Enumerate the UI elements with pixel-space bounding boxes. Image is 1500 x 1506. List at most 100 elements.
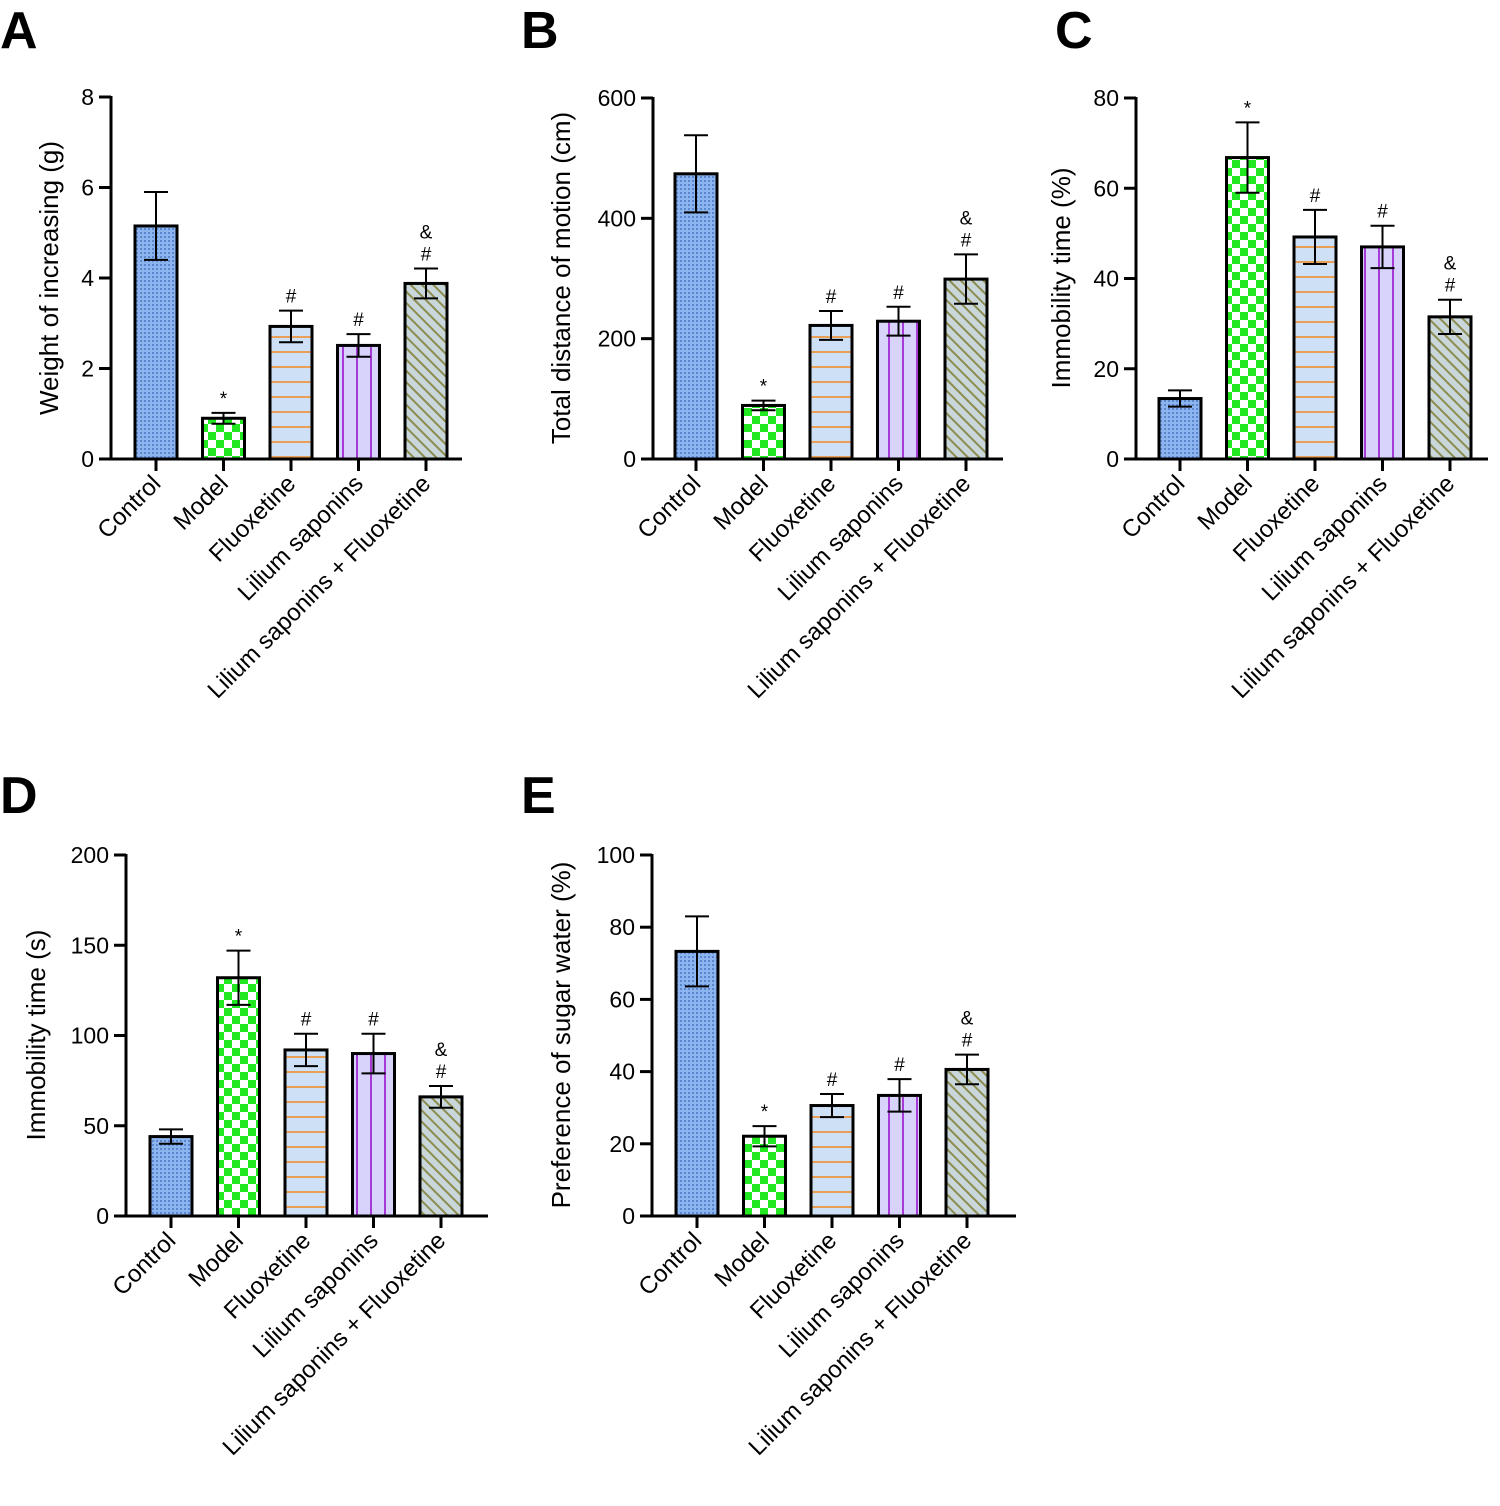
significance-marker-a-2: * [220, 389, 228, 410]
significance-marker-d-3: # [301, 1010, 312, 1031]
error-bar-e-2 [752, 1125, 777, 1148]
significance-marker-c-5: & [1444, 254, 1457, 275]
error-bar-b-3 [819, 309, 843, 341]
category-label-b-2: Model [708, 470, 773, 535]
error-bar-d-5 [429, 1085, 453, 1109]
bar-b-2 [741, 403, 786, 461]
significance-marker-c-5: # [1445, 276, 1456, 297]
category-label-d-2: Model [183, 1227, 248, 1292]
y-tick-label-c: 80 [1093, 85, 1119, 111]
error-bar-d-3 [294, 1032, 318, 1068]
bar-d-5 [418, 1095, 464, 1218]
significance-marker-b-3: # [826, 287, 837, 308]
bar-a-5 [403, 281, 449, 461]
panel-letter-e: E [521, 767, 556, 825]
category-label-e-2: Model [709, 1227, 774, 1292]
y-tick-label-d: 100 [71, 1023, 109, 1049]
y-tick-label-a: 4 [81, 265, 94, 291]
category-label-d-1: Control [107, 1227, 181, 1301]
error-bar-b-4 [886, 305, 911, 337]
y-axis-label-c: Immobility time (%) [1046, 167, 1076, 388]
y-tick-label-a: 6 [81, 175, 94, 201]
y-tick-label-e: 0 [622, 1203, 635, 1229]
error-bar-a-2 [211, 411, 236, 425]
y-tick-label-e: 20 [609, 1131, 635, 1157]
bar-b-1 [673, 172, 719, 461]
significance-marker-b-2: * [760, 377, 768, 398]
error-bar-a-4 [346, 333, 371, 358]
bar-b-4 [876, 319, 921, 461]
error-bar-b-5 [954, 253, 978, 305]
y-axis-label-b: Total distance of motion (cm) [546, 112, 576, 444]
y-tick-label-d: 50 [83, 1113, 109, 1139]
bar-e-5 [944, 1067, 990, 1218]
category-label-a-1: Control [92, 470, 166, 544]
panel-e: E Preference of sugar water (%) Control * Mo… [521, 767, 1016, 1461]
error-bar-c-3 [1303, 208, 1327, 266]
significance-marker-d-4: # [368, 1010, 379, 1031]
bar-a-4 [336, 343, 381, 461]
category-label-b-1: Control [632, 470, 706, 544]
y-tick-label-e: 40 [609, 1059, 635, 1085]
bar-d-4 [351, 1052, 396, 1218]
bar-a-1 [133, 224, 179, 461]
significance-marker-d-2: * [235, 927, 243, 948]
error-bar-c-1 [1168, 389, 1192, 408]
significance-marker-a-5: & [420, 222, 433, 243]
error-bar-a-5 [414, 267, 438, 300]
significance-marker-b-5: & [960, 208, 973, 229]
category-label-e-1: Control [633, 1227, 707, 1301]
bar-c-3 [1292, 235, 1338, 461]
error-bar-e-4 [887, 1078, 912, 1113]
bar-a-2 [201, 416, 246, 461]
y-tick-label-e: 100 [597, 842, 635, 868]
error-bar-d-4 [361, 1032, 386, 1075]
y-tick-label-d: 150 [71, 932, 109, 958]
significance-marker-b-4: # [893, 283, 904, 304]
y-tick-label-c: 60 [1093, 175, 1119, 201]
y-axis-label-e: Preference of sugar water (%) [546, 862, 576, 1209]
significance-marker-e-5: # [962, 1031, 973, 1052]
significance-marker-d-5: & [435, 1040, 448, 1061]
significance-marker-a-3: # [286, 287, 297, 308]
bar-d-2 [216, 976, 261, 1218]
error-bar-a-3 [279, 309, 303, 344]
error-bar-e-5 [955, 1053, 979, 1086]
panel-letter-d: D [0, 767, 38, 825]
y-tick-label-a: 0 [81, 446, 94, 472]
panel-letter-a: A [0, 2, 38, 60]
significance-marker-b-5: # [961, 230, 972, 251]
bar-d-3 [283, 1048, 329, 1218]
error-bar-b-2 [751, 399, 776, 412]
bar-a-3 [268, 324, 314, 461]
y-tick-label-c: 20 [1093, 356, 1119, 382]
significance-marker-c-3: # [1310, 186, 1321, 207]
bar-b-5 [943, 277, 989, 461]
bar-e-4 [877, 1093, 922, 1218]
significance-marker-c-4: # [1377, 202, 1388, 223]
error-bar-d-2 [226, 949, 251, 1006]
error-bar-a-1 [144, 191, 168, 261]
bar-c-5 [1427, 315, 1473, 461]
error-bar-e-3 [820, 1092, 844, 1119]
bar-c-4 [1360, 245, 1405, 461]
y-tick-label-c: 0 [1106, 446, 1119, 472]
y-axis-label-a: Weight of increasing (g) [34, 141, 64, 415]
bar-e-1 [674, 949, 720, 1218]
significance-marker-a-5: # [421, 244, 432, 265]
error-bar-c-2 [1235, 121, 1260, 194]
significance-marker-d-5: # [436, 1062, 447, 1083]
category-label-c-1: Control [1116, 470, 1190, 544]
y-tick-label-a: 8 [81, 84, 94, 110]
y-tick-label-a: 2 [81, 356, 94, 382]
panel-b: B Total distance of motion (cm) Control * Mo… [521, 2, 1003, 704]
category-label-a-2: Model [168, 470, 233, 535]
significance-marker-e-4: # [894, 1055, 905, 1076]
bar-e-3 [809, 1104, 855, 1218]
bar-e-2 [742, 1134, 787, 1218]
error-bar-c-4 [1370, 224, 1395, 270]
significance-marker-e-3: # [827, 1070, 838, 1091]
